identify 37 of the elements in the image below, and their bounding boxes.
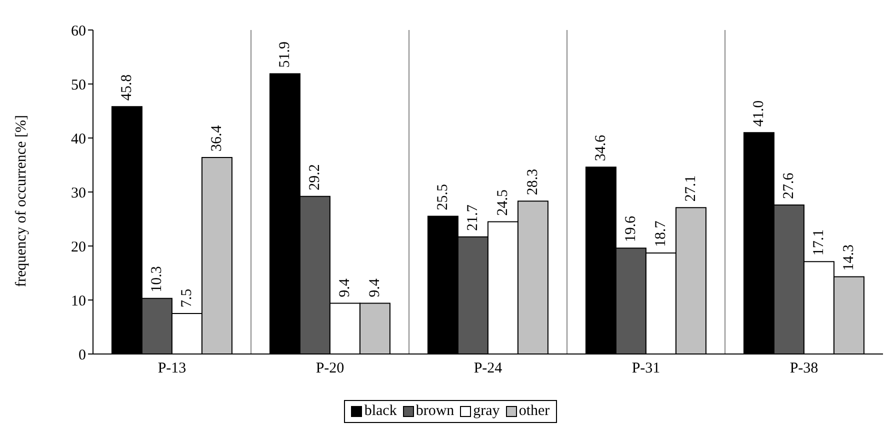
- data-label: 7.5: [178, 288, 195, 308]
- x-tick-label: P-13: [158, 360, 186, 377]
- data-label: 25.5: [434, 184, 451, 210]
- x-tick-label: P-20: [316, 360, 344, 377]
- x-tick-label: P-31: [632, 360, 660, 377]
- data-label: 34.6: [592, 134, 609, 162]
- data-label: 24.5: [494, 189, 511, 216]
- legend-label: black: [364, 403, 397, 420]
- y-axis-title: frequency of occurrence [%]: [13, 115, 30, 287]
- y-tick-label: 30: [71, 185, 86, 202]
- data-label: 36.4: [208, 124, 225, 152]
- data-label: 27.6: [780, 172, 797, 199]
- y-tick-label: 20: [71, 239, 86, 256]
- data-label: 18.7: [652, 220, 669, 248]
- y-tick-label: 40: [71, 131, 86, 148]
- data-label: 51.9: [276, 41, 293, 68]
- data-label: 27.1: [682, 175, 699, 202]
- data-label: 9.4: [366, 278, 383, 298]
- y-tick-label: 10: [71, 293, 86, 310]
- data-label: 19.6: [622, 215, 639, 242]
- x-tick-label: P-38: [790, 360, 818, 377]
- data-label: 45.8: [118, 74, 135, 101]
- data-label: 17.1: [810, 229, 827, 256]
- data-label: 41.0: [750, 100, 767, 127]
- y-tick-label: 0: [78, 347, 86, 364]
- data-label: 14.3: [840, 244, 857, 271]
- data-label: 28.3: [524, 168, 541, 196]
- data-label: 21.7: [464, 204, 481, 231]
- data-label: 29.2: [306, 164, 323, 190]
- y-tick-label: 60: [71, 23, 86, 40]
- legend-label: other: [518, 403, 550, 420]
- data-label: 10.3: [148, 266, 165, 292]
- x-tick-label: P-24: [474, 360, 503, 377]
- data-label: 9.4: [336, 278, 353, 298]
- legend-label: brown: [416, 403, 454, 420]
- legend-label: gray: [473, 403, 500, 420]
- y-tick-label: 50: [71, 77, 86, 94]
